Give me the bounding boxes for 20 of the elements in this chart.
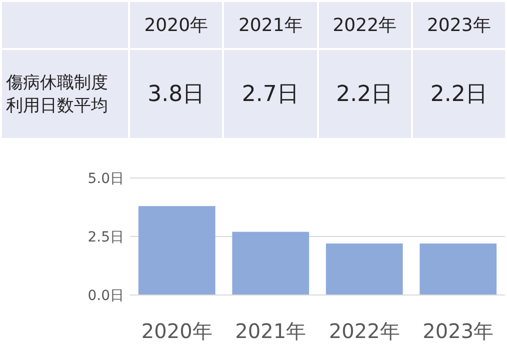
data-label: 2.2日 [318,50,411,138]
category-label: 2020年 [144,15,208,36]
data-label: 2.7日 [224,50,316,138]
data-label: 2.2日 [412,50,505,138]
x-tick-label: 2021年 [235,319,306,343]
x-tick-label: 2022年 [328,319,400,343]
bar [326,244,403,295]
y-tick-label: 0.0日 [88,288,124,304]
y-axis-title: 傷病休職制度利用日数平均 [2,50,128,138]
bar [232,232,310,295]
category-label: 2023年 [426,15,491,36]
y-tick-label: 5.0日 [88,171,124,187]
data-label: 3.8日 [130,50,222,138]
bar [138,206,216,295]
x-tick-label: 2023年 [422,319,494,343]
bar [420,244,497,295]
category-label: 2021年 [238,15,302,36]
x-tick-label: 2020年 [141,319,212,343]
category-label: 2022年 [332,15,397,36]
y-tick-label: 2.5日 [88,230,124,246]
